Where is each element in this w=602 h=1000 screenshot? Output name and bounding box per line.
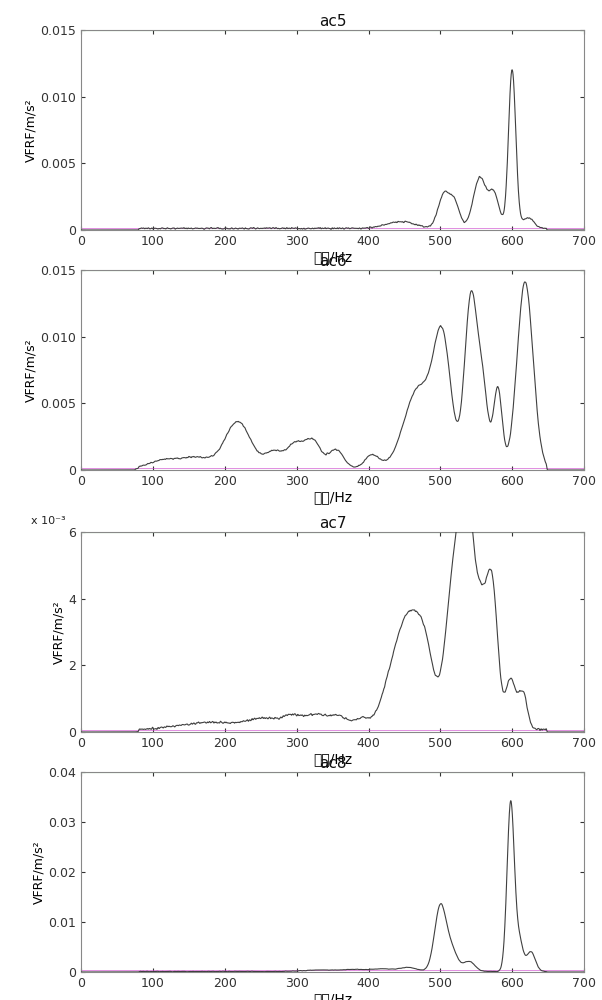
Y-axis label: VFRF/m/s²: VFRF/m/s²: [25, 338, 38, 402]
Title: ac6: ac6: [319, 254, 346, 269]
Y-axis label: VFRF/m/s²: VFRF/m/s²: [52, 600, 66, 664]
X-axis label: 频率/Hz: 频率/Hz: [313, 491, 352, 505]
X-axis label: 频率/Hz: 频率/Hz: [313, 993, 352, 1000]
X-axis label: 频率/Hz: 频率/Hz: [313, 251, 352, 265]
Title: ac5: ac5: [319, 14, 346, 29]
Title: ac8: ac8: [319, 756, 346, 771]
Text: x 10⁻³: x 10⁻³: [31, 516, 66, 526]
Y-axis label: VFRF/m/s²: VFRF/m/s²: [25, 98, 38, 162]
Title: ac7: ac7: [319, 516, 346, 531]
Y-axis label: VFRF/m/s²: VFRF/m/s²: [33, 840, 46, 904]
X-axis label: 频率/Hz: 频率/Hz: [313, 753, 352, 767]
